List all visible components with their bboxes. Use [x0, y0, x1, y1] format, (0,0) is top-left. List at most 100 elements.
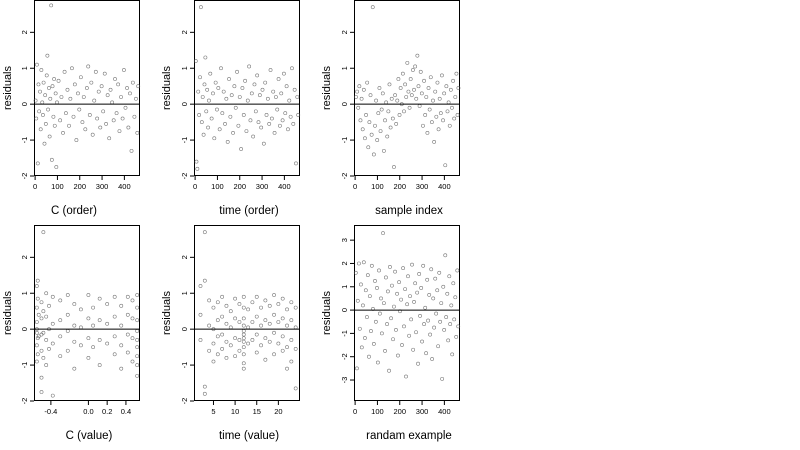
data-point [248, 118, 253, 123]
data-point [136, 84, 141, 89]
plot-frame [354, 0, 460, 176]
y-tick-label: -1 [20, 137, 29, 144]
data-point [433, 89, 438, 94]
data-point [416, 84, 421, 89]
data-point [34, 284, 39, 288]
data-point [257, 93, 262, 98]
data-point [35, 352, 40, 357]
data-point [382, 301, 386, 305]
data-point [241, 294, 246, 299]
data-point [102, 71, 107, 76]
data-point [456, 86, 461, 90]
data-point [375, 286, 379, 290]
data-point [355, 366, 359, 371]
data-point [263, 80, 268, 85]
data-point [384, 100, 389, 105]
y-tick-label: 2 [180, 30, 189, 34]
data-point [117, 129, 122, 134]
data-point [215, 318, 220, 323]
data-point [263, 357, 268, 362]
data-point [70, 66, 74, 71]
data-point [450, 105, 454, 110]
data-point [357, 326, 362, 331]
data-point [119, 366, 124, 371]
data-point [379, 331, 384, 336]
y-tick-label: -2 [340, 353, 349, 360]
data-point [285, 307, 289, 312]
data-point [41, 309, 46, 314]
data-point [295, 95, 300, 99]
data-point [387, 368, 391, 373]
y-axis-title: residuals [161, 65, 173, 110]
y-tick-label: -2 [20, 398, 29, 405]
data-point [130, 336, 135, 341]
x-tick-label: 10 [231, 407, 239, 416]
data-point [67, 123, 71, 128]
data-point [41, 113, 45, 117]
data-point [440, 73, 444, 78]
data-point [259, 125, 264, 130]
data-point [357, 84, 362, 89]
data-point [47, 86, 51, 90]
data-point [134, 96, 138, 101]
x-tick-label: 0 [193, 182, 197, 191]
data-point [389, 316, 393, 321]
data-point [36, 312, 41, 317]
data-point [419, 286, 424, 290]
data-point [367, 294, 372, 298]
data-point [265, 96, 270, 101]
data-point [241, 316, 246, 321]
data-point [390, 116, 395, 121]
data-point [397, 280, 401, 285]
data-point [250, 338, 255, 342]
data-point [35, 296, 40, 301]
data-point [246, 341, 250, 346]
data-point [113, 77, 117, 81]
data-point [36, 334, 41, 339]
data-point [76, 91, 80, 96]
data-point [436, 127, 441, 132]
data-point [233, 354, 238, 359]
data-point [361, 87, 366, 92]
data-point [51, 114, 56, 119]
data-point [245, 98, 250, 103]
data-point [370, 5, 375, 10]
data-point [237, 302, 242, 306]
data-point [424, 351, 428, 356]
data-point [256, 120, 261, 125]
data-point [58, 318, 63, 323]
data-point [412, 300, 416, 304]
x-tick-label: 400 [438, 182, 451, 191]
data-point [206, 125, 210, 130]
data-point [402, 109, 406, 114]
data-point [220, 294, 225, 299]
data-point [87, 113, 92, 117]
data-point [267, 122, 272, 126]
data-point [97, 318, 102, 323]
data-point [42, 141, 47, 146]
data-point [233, 105, 238, 110]
data-point [119, 343, 124, 348]
data-point [241, 336, 246, 341]
data-point [220, 111, 225, 116]
data-point [44, 363, 49, 367]
data-point [392, 304, 396, 309]
data-point [456, 324, 461, 329]
data-point [405, 302, 410, 307]
data-point [448, 322, 453, 326]
data-point [260, 87, 265, 92]
data-point [91, 345, 95, 350]
data-point [446, 338, 451, 343]
data-point [409, 93, 414, 98]
data-point [397, 113, 402, 117]
data-point [72, 366, 77, 371]
data-point [207, 348, 212, 353]
data-point [407, 105, 412, 110]
data-point [228, 309, 233, 314]
x-axis-title: C (value) [66, 430, 113, 442]
data-point [382, 148, 386, 153]
data-point [125, 312, 130, 317]
data-point [215, 300, 220, 305]
x-axis-title: time (value) [219, 430, 279, 442]
data-point [430, 357, 435, 361]
